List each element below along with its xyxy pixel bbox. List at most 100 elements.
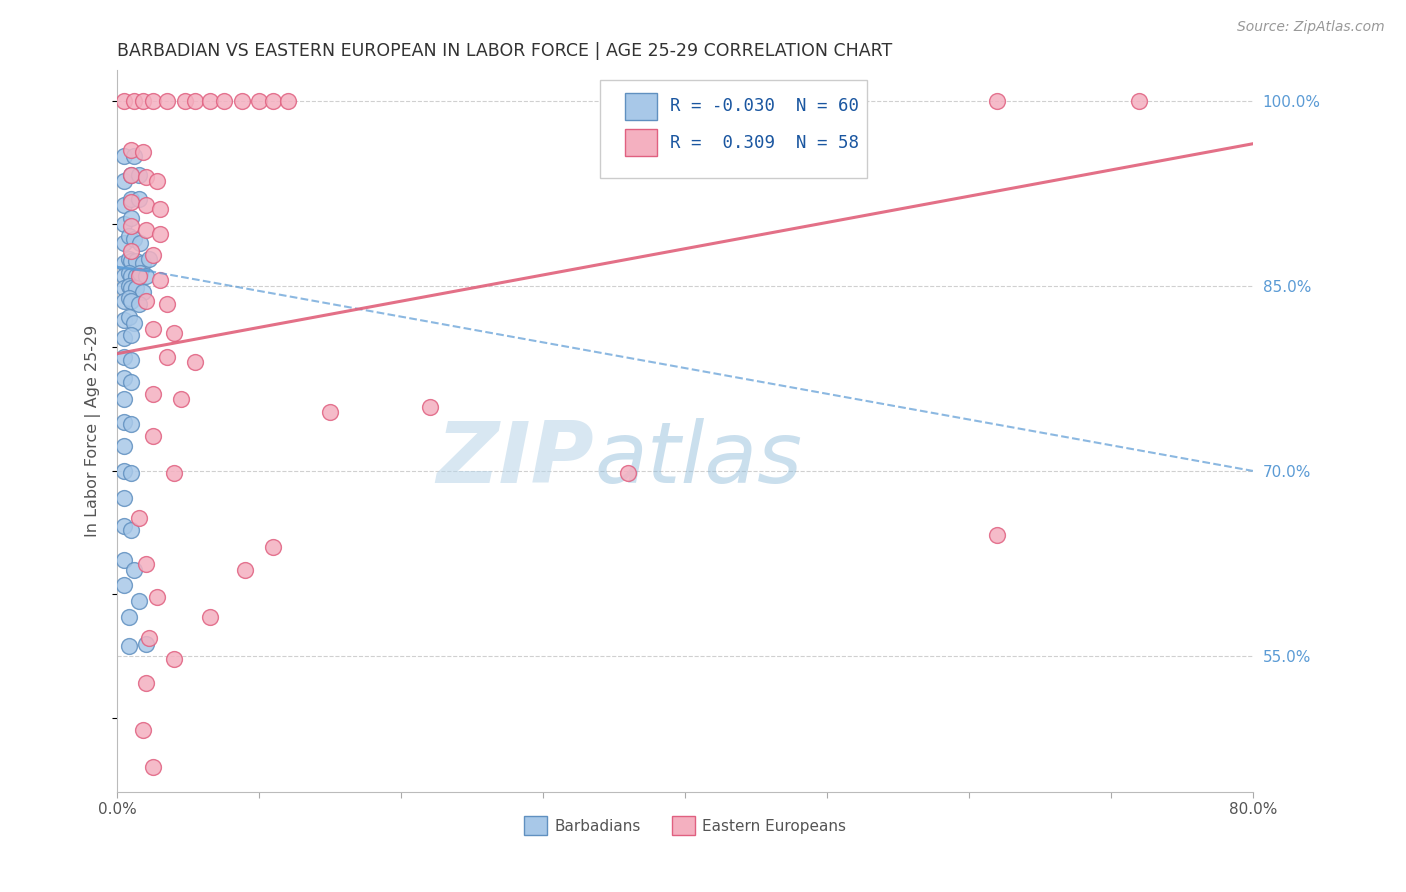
Point [121,194,143,209]
Point [212,94,235,108]
Point [112,268,135,283]
Point [112,281,135,295]
Point [112,174,135,188]
Point [138,631,160,645]
Point [617,467,640,481]
Point [135,170,157,185]
Point [128,593,150,607]
Point [128,511,150,525]
Point [124,316,146,330]
Point [135,268,157,283]
Point [163,651,186,665]
Point [419,400,441,414]
Point [198,609,221,624]
Point [121,281,143,295]
Point [198,94,221,108]
Point [121,268,143,283]
Point [112,577,135,591]
Point [262,541,284,555]
Point [121,328,143,343]
Point [112,256,135,270]
Point [184,355,207,369]
Text: BARBADIAN VS EASTERN EUROPEAN IN LABOR FORCE | AGE 25-29 CORRELATION CHART: BARBADIAN VS EASTERN EUROPEAN IN LABOR F… [117,42,893,60]
Point [124,232,146,246]
Point [121,168,143,182]
Point [142,429,165,443]
Point [112,464,135,478]
Point [135,676,157,690]
Point [135,557,157,571]
Point [112,439,135,453]
Point [121,192,143,206]
Point [247,94,270,108]
Point [117,266,139,280]
Point [156,297,179,311]
Point [121,211,143,225]
Point [112,519,135,533]
Point [112,94,135,108]
Point [121,467,143,481]
Point [277,94,299,108]
Text: Source: ZipAtlas.com: Source: ZipAtlas.com [1237,20,1385,34]
Point [112,415,135,429]
Point [117,291,139,305]
Point [1128,94,1150,108]
Point [986,94,1008,108]
Text: ZIP: ZIP [437,418,595,501]
Point [121,523,143,537]
Point [135,637,157,651]
Point [132,256,155,270]
Text: atlas: atlas [595,418,803,501]
Point [142,760,165,774]
Point [112,392,135,407]
Legend: Barbadians, Eastern Europeans: Barbadians, Eastern Europeans [524,816,846,835]
Point [132,94,155,108]
Point [128,297,150,311]
Point [125,254,148,268]
Point [156,94,179,108]
Point [121,143,143,157]
Point [125,268,148,283]
Point [149,202,172,216]
Point [112,149,135,163]
Point [117,310,139,324]
Y-axis label: In Labor Force | Age 25-29: In Labor Force | Age 25-29 [86,325,101,537]
Point [645,94,668,108]
FancyBboxPatch shape [600,80,868,178]
Point [117,609,139,624]
Point [117,640,139,654]
Point [121,293,143,308]
Point [142,248,165,262]
Point [146,590,169,604]
Point [135,223,157,237]
Point [129,235,152,250]
Point [231,94,253,108]
Point [124,563,146,577]
Point [117,278,139,293]
Point [121,375,143,389]
Point [319,405,342,419]
Point [125,281,148,295]
Point [112,491,135,505]
Point [121,352,143,367]
Point [142,387,165,401]
Point [124,149,146,163]
Point [174,94,197,108]
Point [132,145,155,160]
Point [112,330,135,344]
Point [129,266,152,280]
Point [135,198,157,212]
Point [149,227,172,241]
Point [121,417,143,431]
Point [121,254,143,268]
Point [132,285,155,299]
Bar [624,93,657,120]
Point [163,467,186,481]
Point [156,351,179,365]
Point [149,272,172,286]
Point [128,268,150,283]
Point [135,293,157,308]
Point [142,322,165,336]
Point [138,252,160,266]
Point [128,192,150,206]
